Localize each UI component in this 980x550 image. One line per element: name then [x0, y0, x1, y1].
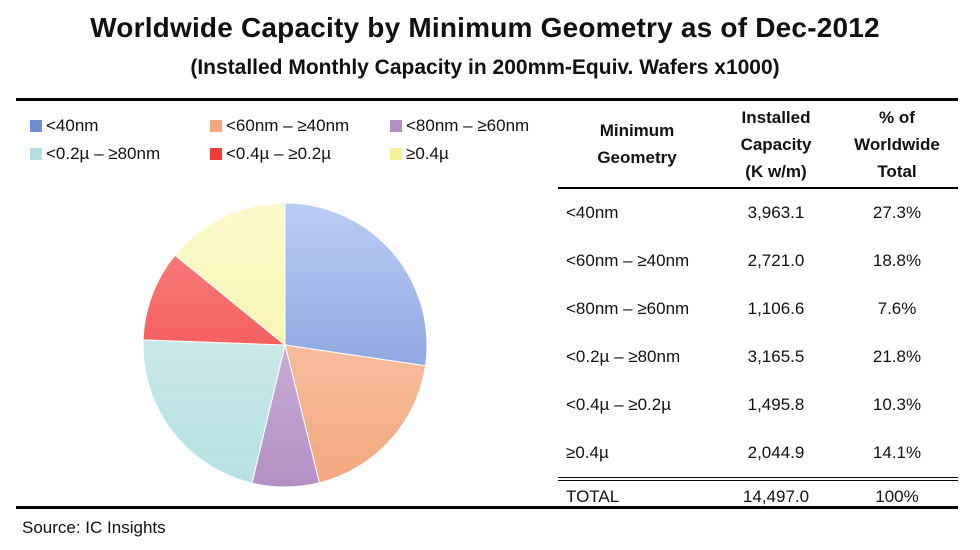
- table-total-row: TOTAL 14,497.0 100%: [558, 477, 958, 513]
- table-header-cell: Minimum Geometry: [558, 117, 716, 171]
- percent-cell: 18.8%: [872, 251, 922, 270]
- geometry-cell: <40nm: [566, 203, 619, 222]
- legend-swatch: [210, 120, 222, 132]
- pie-slice: [284, 344, 427, 484]
- chart-title: Worldwide Capacity by Minimum Geometry a…: [90, 12, 880, 43]
- legend-swatch: [30, 148, 42, 160]
- pie-slice: [174, 202, 286, 347]
- source-note: Source: IC Insights: [22, 518, 166, 537]
- capacity-cell: 3,165.5: [747, 347, 805, 366]
- capacity-cell: 2,721.0: [747, 251, 805, 270]
- legend-label: <40nm: [46, 116, 99, 135]
- header-line: Worldwide: [854, 134, 940, 154]
- legend-item: <0.4µ – ≥0.2µ: [210, 144, 390, 164]
- pie-slice: [142, 339, 286, 484]
- bottom-rule: [16, 506, 958, 509]
- legend-item: <40nm: [30, 116, 210, 136]
- legend-label: <0.4µ – ≥0.2µ: [226, 144, 332, 163]
- legend-swatch: [30, 120, 42, 132]
- legend-item: <0.2µ – ≥80nm: [30, 144, 210, 164]
- total-label: TOTAL: [566, 487, 620, 506]
- geometry-cell: <0.4µ – ≥0.2µ: [566, 395, 672, 414]
- legend-swatch: [210, 148, 222, 160]
- capacity-cell: 3,963.1: [747, 203, 805, 222]
- geometry-cell: <60nm – ≥40nm: [566, 251, 690, 270]
- geometry-cell: ≥0.4µ: [566, 443, 609, 462]
- chart-subtitle: (Installed Monthly Capacity in 200mm-Equ…: [190, 56, 780, 79]
- header-line: % of: [879, 107, 915, 127]
- table-row: ≥0.4µ 2,044.9 14.1%: [558, 429, 958, 477]
- legend-label: <80nm – ≥60nm: [406, 116, 530, 135]
- legend-label: ≥0.4µ: [406, 144, 449, 163]
- table-row: <40nm 3,963.1 27.3%: [558, 189, 958, 237]
- pie-slice: [142, 254, 287, 346]
- capacity-cell: 2,044.9: [747, 443, 805, 462]
- legend-item: <60nm – ≥40nm: [210, 116, 390, 136]
- header-line: Geometry: [597, 148, 677, 167]
- total-capacity: 14,497.0: [742, 487, 810, 506]
- header-line: (K w/m): [745, 161, 807, 181]
- pie-chart: [142, 202, 428, 488]
- table-header-cell: Installed Capacity (K w/m): [716, 104, 836, 185]
- legend-swatch: [390, 120, 402, 132]
- header-line: Installed: [741, 107, 811, 127]
- legend-label: <0.2µ – ≥80nm: [46, 144, 161, 163]
- capacity-table: Minimum Geometry Installed Capacity (K w/m)%…: [558, 101, 958, 513]
- table-header-cell: % of Worldwide Total: [836, 104, 958, 185]
- pie-slice: [284, 202, 428, 367]
- legend-item: <80nm – ≥60nm: [390, 116, 560, 136]
- capacity-cell: 1,495.8: [747, 395, 805, 414]
- legend-item: ≥0.4µ: [390, 144, 560, 164]
- header-line: Total: [877, 161, 917, 181]
- table-row: <0.4µ – ≥0.2µ 1,495.8 10.3%: [558, 381, 958, 429]
- top-rule: [16, 98, 958, 101]
- chart-legend: <40nm <60nm – ≥40nm <80nm – ≥60nm <0.2µ – ≥…: [30, 116, 560, 164]
- geometry-cell: <80nm – ≥60nm: [566, 299, 690, 318]
- percent-cell: 21.8%: [872, 347, 922, 366]
- table-row: <0.2µ – ≥80nm 3,165.5 21.8%: [558, 333, 958, 381]
- legend-swatch: [390, 148, 402, 160]
- total-percent: 100%: [875, 487, 919, 506]
- table-row: <60nm – ≥40nm 2,721.0 18.8%: [558, 237, 958, 285]
- percent-cell: 10.3%: [872, 395, 922, 414]
- percent-cell: 27.3%: [872, 203, 922, 222]
- geometry-cell: <0.2µ – ≥80nm: [566, 347, 681, 366]
- table-header: Minimum Geometry Installed Capacity (K w/m)%…: [558, 101, 958, 189]
- header-line: Minimum: [599, 121, 675, 140]
- percent-cell: 14.1%: [872, 443, 922, 462]
- percent-cell: 7.6%: [877, 299, 917, 318]
- legend-label: <60nm – ≥40nm: [226, 116, 350, 135]
- table-row: <80nm – ≥60nm 1,106.6 7.6%: [558, 285, 958, 333]
- capacity-cell: 1,106.6: [747, 299, 805, 318]
- table-body: <40nm 3,963.1 27.3% <60nm – ≥40nm 2,721.0 18.…: [558, 189, 958, 477]
- header-line: Capacity: [740, 134, 812, 154]
